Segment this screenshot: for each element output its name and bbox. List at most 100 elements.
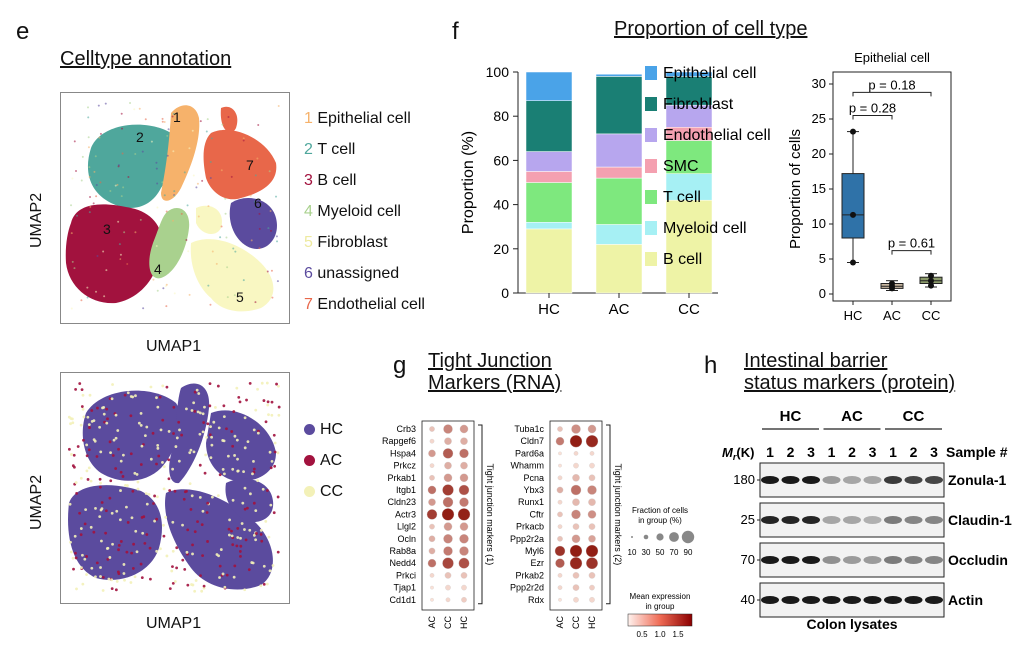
gene-label: Crb3 [396, 424, 416, 434]
mw-marker: 40 [741, 592, 755, 607]
umap-cell-dot [230, 529, 233, 533]
umap-cell-dot [88, 426, 91, 429]
umap-cell-dot [124, 484, 127, 487]
umap-cell-dot [254, 301, 257, 304]
blot-footer: Colon lysates [806, 616, 897, 632]
bar-segment [595, 177, 643, 225]
gene-label: Tjap1 [393, 583, 416, 593]
umap-cell-dot [276, 280, 279, 283]
umap-cell-dot [135, 550, 139, 554]
umap-cell-dot [172, 405, 176, 409]
umap-cell-dot [188, 293, 191, 296]
group-header: CC [903, 408, 925, 425]
umap-cell-dot [72, 567, 75, 571]
blot-band [761, 476, 779, 484]
umap-cell-dot [139, 562, 143, 566]
umap-cell-dot [188, 451, 192, 455]
umap-cell-dot [94, 155, 97, 158]
umap-cell-dot [238, 400, 242, 404]
umap-cell-dot [81, 407, 85, 411]
umap-cell-dot [250, 561, 254, 564]
umap-cell-dot [222, 415, 226, 419]
gene-label: Tuba1c [514, 424, 544, 434]
legend-item-cc: CC [304, 476, 343, 507]
umap-cell-dot [79, 476, 83, 480]
umap-cell-dot [227, 116, 230, 119]
umap-cell-dot [79, 527, 83, 530]
umap-cell-dot [246, 506, 249, 510]
umap-cell-dot [201, 430, 205, 434]
umap-cell-dot [94, 575, 97, 579]
umap-cell-dot [271, 564, 275, 567]
umap-cell-dot [68, 502, 72, 506]
blot-band [863, 556, 882, 564]
sample-number: 2 [910, 444, 918, 460]
bar-segment [525, 71, 573, 101]
panel-h-title: Intestinal barrier status markers (prote… [744, 350, 955, 394]
sample-number: 3 [930, 444, 938, 460]
umap-top-ylabel: UMAP2 [28, 192, 45, 248]
umap-cell-dot [143, 434, 147, 438]
umap-cell-dot [134, 152, 137, 155]
umap-cell-dot [155, 167, 158, 170]
umap-cell-dot [185, 407, 188, 411]
y-tick-label: 80 [493, 108, 509, 124]
mw-marker: 70 [741, 552, 755, 567]
umap-cell-dot [190, 409, 194, 412]
umap-cell-dot [92, 202, 95, 205]
expression-dot [441, 508, 455, 521]
umap-cell-dot [81, 553, 84, 557]
blot-band [781, 516, 800, 524]
umap-cell-dot [76, 214, 79, 217]
blot-band [802, 516, 820, 524]
dot-plot: Crb3 Rapgef6 Hspa4 Prkcz Prkab1 Itgb1 Cldn23 Ac… [382, 420, 695, 639]
umap-cell-dot [114, 588, 118, 592]
umap-cell-dot [173, 292, 176, 295]
expression-dot [571, 534, 581, 544]
umap-top-xlabel: UMAP1 [146, 338, 202, 355]
umap-cell-dot [102, 406, 106, 409]
umap-cell-dot [108, 440, 112, 444]
legend-label: Epithelial cell [663, 65, 756, 82]
expression-dot [457, 508, 471, 521]
umap-cell-dot [277, 405, 281, 409]
gene-label: Cd1d1 [389, 595, 416, 605]
umap-cell-dot [129, 102, 132, 105]
umap-cell-dot [265, 381, 269, 385]
umap-cell-dot [126, 521, 130, 524]
umap-cell-dot [171, 581, 175, 585]
umap-cell-dot [175, 566, 179, 570]
expression-dot [571, 509, 581, 520]
umap-cell-dot [102, 250, 105, 253]
umap-cell-dot [161, 120, 164, 123]
gene-label: Myl6 [525, 546, 544, 556]
expression-dot [458, 484, 470, 496]
umap-cell-dot [74, 387, 78, 391]
y-tick-label: 20 [812, 146, 826, 161]
umap-cell-dot [130, 551, 134, 555]
umap-cell-dot [98, 515, 102, 519]
umap-cell-dot [155, 396, 158, 400]
umap-cell-dot [163, 194, 166, 197]
umap-cell-dot [262, 399, 266, 402]
sample-number: 1 [889, 444, 897, 460]
expression-dot [558, 597, 562, 602]
umap-cell-dot [223, 472, 226, 476]
umap-cell-dot [70, 204, 73, 207]
umap-cell-dot [203, 405, 206, 409]
expression-dot [585, 435, 599, 448]
panel-g-title: Tight Junction Markers (RNA) [428, 350, 561, 394]
umap-cell-dot [258, 212, 261, 215]
umap-cell-dot [127, 176, 130, 179]
umap-cell-dot [177, 420, 181, 424]
gene-label: Cldn7 [520, 436, 544, 446]
size-legend-title: Fraction of cells [632, 506, 688, 515]
legend-label: Myeloid cell [663, 220, 747, 237]
umap-cell-dot [87, 116, 90, 119]
umap-cell-dot [242, 470, 245, 474]
sample-number: 1 [766, 444, 774, 460]
umap-cell-dot [156, 206, 159, 209]
umap-cell-dot [120, 195, 123, 198]
dot-plot-frame [549, 420, 603, 611]
umap-cell-dot [119, 253, 122, 256]
